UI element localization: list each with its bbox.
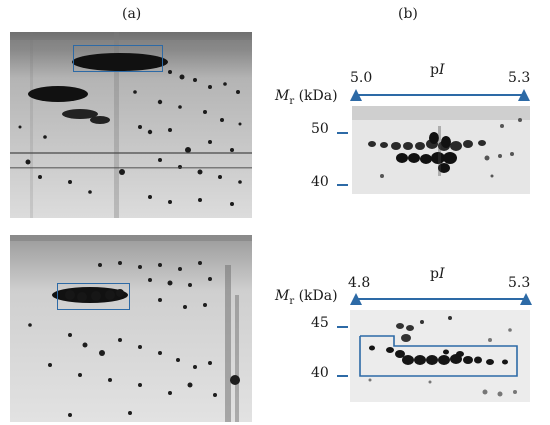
panel-label-b: (b) [398, 6, 418, 22]
gel-top-zoom-svg [352, 106, 530, 194]
gel-bottom-zoom-svg [350, 310, 530, 402]
zoom-top-mr-unit: (kDa) [294, 88, 338, 104]
zoom-bottom-mr-sub: r [289, 295, 295, 307]
highlight-box-bottom-zoom [359, 335, 518, 377]
zoom-bottom-pi-axis [350, 293, 532, 305]
zoom-bottom-pi-left: 4.8 [348, 275, 371, 291]
zoom-top-pi-right: 5.3 [508, 70, 531, 86]
gel-image-bottom-zoom [350, 310, 530, 402]
highlight-box-bottom [57, 283, 130, 310]
zoom-top-tick-50 [337, 132, 348, 134]
gel-image-bottom-full [10, 235, 252, 422]
zoom-top-pi-main: p [430, 62, 439, 78]
gel-image-top-zoom [352, 106, 530, 194]
zoom-bottom-mw-45: 45 [311, 315, 329, 331]
zoom-bottom-tick-40 [337, 375, 348, 377]
zoom-bottom-mr-unit: (kDa) [294, 288, 338, 304]
zoom-top-mr-sub: r [289, 95, 295, 107]
highlight-box-top [73, 45, 163, 72]
zoom-top-mw-40: 40 [311, 174, 329, 190]
zoom-bottom-pi-main: p [430, 266, 439, 282]
zoom-top-mr-label: Mr (kDa) [275, 88, 338, 107]
panel-label-a: (a) [122, 6, 142, 22]
zoom-top-mw-50: 50 [311, 121, 329, 137]
zoom-bottom-mw-40: 40 [311, 365, 329, 381]
zoom-top-tick-40 [337, 184, 348, 186]
zoom-top-mr-main: M [275, 88, 290, 104]
zoom-bottom-pi-label: pI [430, 266, 445, 282]
zoom-bottom-tick-45 [337, 326, 348, 328]
zoom-bottom-mr-label: Mr (kDa) [275, 288, 338, 307]
zoom-top-pi-label: pI [430, 62, 445, 78]
zoom-top-pi-axis [350, 89, 530, 101]
zoom-bottom-pi-italic: I [438, 266, 445, 282]
zoom-top-pi-left: 5.0 [350, 70, 373, 86]
gel-image-top-full [10, 32, 252, 218]
zoom-bottom-pi-right: 5.3 [508, 275, 531, 291]
zoom-bottom-mr-main: M [275, 288, 290, 304]
zoom-top-pi-italic: I [438, 62, 445, 78]
gel-bottom-full-svg [10, 235, 252, 422]
